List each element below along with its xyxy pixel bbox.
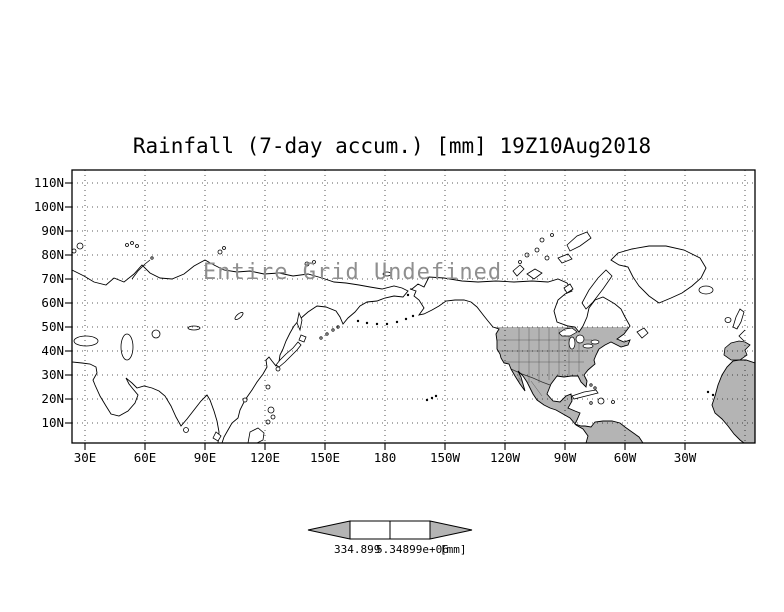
x-axis-label: 120E <box>249 450 281 465</box>
y-axis-label: 80N <box>41 247 64 262</box>
y-axis-label: 100N <box>33 199 64 214</box>
iberia-shaded <box>723 340 751 361</box>
y-axis-label: 50N <box>41 319 64 334</box>
x-axis-label: 150W <box>429 450 461 465</box>
colorbar-label-min: 334.899 <box>334 543 381 556</box>
x-axis-label: 30E <box>73 450 97 465</box>
x-axis-label: 120W <box>489 450 521 465</box>
y-axis-label: 40N <box>41 343 64 358</box>
y-axis-label: 70N <box>41 271 64 286</box>
x-axis-label: 90E <box>193 450 217 465</box>
x-axis-label: 60W <box>613 450 637 465</box>
y-axis-label: 30N <box>41 367 64 382</box>
axis-ticks <box>65 182 686 450</box>
north-america-landmass <box>409 276 644 444</box>
pacific-islands <box>356 293 438 402</box>
y-axis-label: 10N <box>41 415 64 430</box>
east-asia-islands <box>183 311 340 444</box>
x-axis-label: 30W <box>673 450 697 465</box>
grid-lines <box>72 170 755 443</box>
west-europe <box>698 285 751 361</box>
undefined-grid-message: Entire Grid Undefined <box>203 260 503 285</box>
colorbar <box>307 520 473 540</box>
colorbar-right-arrow <box>429 520 473 540</box>
world-map <box>65 169 756 450</box>
x-axis-label: 90W <box>553 450 577 465</box>
colorbar-label-max: 5.34899e+06 <box>376 543 449 556</box>
great-lakes <box>558 327 600 350</box>
y-axis-label: 20N <box>41 391 64 406</box>
undefined-grid-shading <box>410 327 643 443</box>
plot-frame <box>71 169 756 444</box>
colorbar-left-arrow <box>307 520 351 540</box>
y-axis-label: 90N <box>41 223 64 238</box>
page-title: Rainfall (7-day accum.) [mm] 19Z10Aug201… <box>132 134 652 158</box>
x-axis-label: 60E <box>133 450 157 465</box>
inland-seas <box>73 312 244 361</box>
colorbar-unit-label: [mm] <box>440 543 467 556</box>
africa-landmass <box>706 359 756 444</box>
caribbean-islands <box>571 383 615 405</box>
greenland <box>610 245 707 304</box>
x-axis-label: 150E <box>309 450 341 465</box>
y-axis-label: 60N <box>41 295 64 310</box>
y-axis-label: 110N <box>33 175 64 190</box>
x-axis-label: 180 <box>373 450 397 465</box>
